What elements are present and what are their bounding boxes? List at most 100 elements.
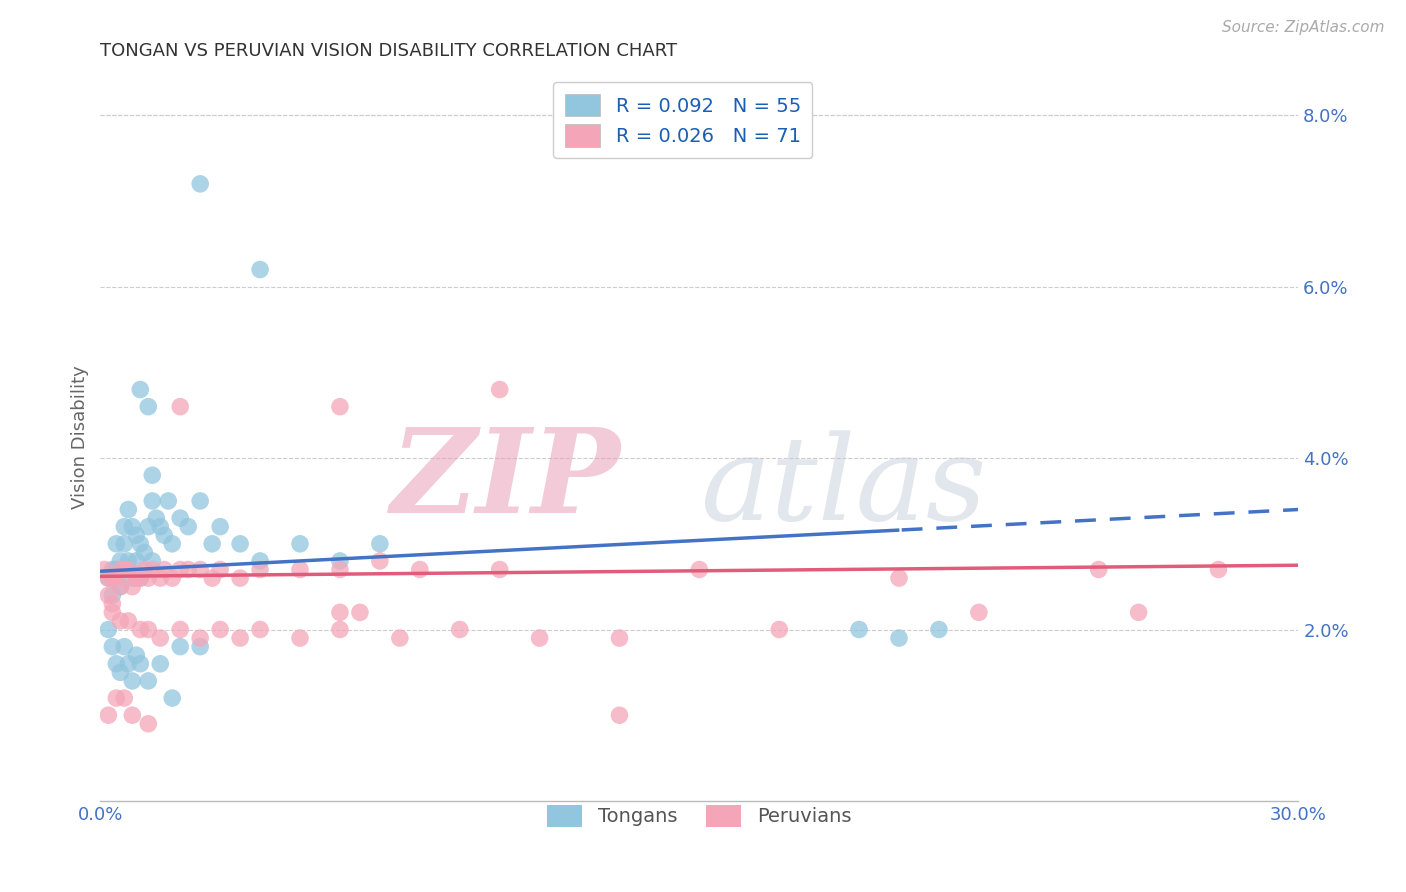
Point <box>97 571 120 585</box>
Point <box>136 716 159 731</box>
Point <box>887 631 910 645</box>
Point <box>105 537 128 551</box>
Point <box>169 511 191 525</box>
Point <box>110 562 132 576</box>
Point <box>177 519 200 533</box>
Point <box>967 606 990 620</box>
Point <box>529 631 551 645</box>
Point <box>129 571 152 585</box>
Point <box>129 657 152 671</box>
Point <box>188 631 211 645</box>
Point <box>160 691 183 706</box>
Point <box>105 657 128 671</box>
Point <box>112 519 135 533</box>
Text: ZIP: ZIP <box>391 423 621 538</box>
Point <box>101 597 124 611</box>
Point <box>97 623 120 637</box>
Point <box>136 519 159 533</box>
Point <box>112 691 135 706</box>
Point <box>125 571 148 585</box>
Point <box>121 571 143 585</box>
Point <box>121 673 143 688</box>
Point <box>112 537 135 551</box>
Point <box>177 562 200 576</box>
Point <box>329 562 352 576</box>
Point <box>129 383 152 397</box>
Point <box>188 640 211 654</box>
Point <box>97 571 120 585</box>
Point <box>110 554 132 568</box>
Point <box>93 562 115 576</box>
Point <box>249 262 271 277</box>
Point <box>169 623 191 637</box>
Point <box>688 562 710 576</box>
Point <box>188 177 211 191</box>
Point <box>329 554 352 568</box>
Point <box>329 400 352 414</box>
Point <box>112 640 135 654</box>
Point <box>169 400 191 414</box>
Point <box>449 623 471 637</box>
Point <box>101 562 124 576</box>
Point <box>249 623 271 637</box>
Point <box>145 511 167 525</box>
Point <box>141 562 163 576</box>
Point <box>141 494 163 508</box>
Point <box>153 562 176 576</box>
Point <box>229 631 252 645</box>
Point <box>97 588 120 602</box>
Point <box>134 562 156 576</box>
Point <box>117 657 139 671</box>
Point <box>125 648 148 663</box>
Point <box>110 665 132 680</box>
Point <box>149 519 172 533</box>
Point <box>609 708 631 723</box>
Point <box>209 562 232 576</box>
Point <box>329 606 352 620</box>
Text: Source: ZipAtlas.com: Source: ZipAtlas.com <box>1222 20 1385 35</box>
Point <box>125 554 148 568</box>
Point <box>136 673 159 688</box>
Point <box>368 554 391 568</box>
Point <box>121 580 143 594</box>
Point <box>768 623 790 637</box>
Point <box>136 571 159 585</box>
Point <box>129 623 152 637</box>
Legend: Tongans, Peruvians: Tongans, Peruvians <box>540 797 859 835</box>
Point <box>368 537 391 551</box>
Point <box>249 562 271 576</box>
Point <box>121 519 143 533</box>
Point <box>157 494 180 508</box>
Point <box>209 623 232 637</box>
Point <box>112 562 135 576</box>
Point <box>160 571 183 585</box>
Point <box>110 580 132 594</box>
Point <box>887 571 910 585</box>
Point <box>101 606 124 620</box>
Text: atlas: atlas <box>700 430 986 545</box>
Point <box>153 528 176 542</box>
Point <box>229 571 252 585</box>
Point <box>105 571 128 585</box>
Point <box>209 519 232 533</box>
Point <box>149 631 172 645</box>
Point <box>229 537 252 551</box>
Point <box>105 691 128 706</box>
Point <box>134 545 156 559</box>
Point <box>136 400 159 414</box>
Point <box>110 580 132 594</box>
Point <box>329 623 352 637</box>
Point <box>125 528 148 542</box>
Point <box>149 571 172 585</box>
Point <box>169 562 191 576</box>
Point <box>169 640 191 654</box>
Point <box>129 571 152 585</box>
Point <box>101 571 124 585</box>
Point <box>1087 562 1109 576</box>
Point <box>1128 606 1150 620</box>
Point <box>488 562 510 576</box>
Point <box>388 631 411 645</box>
Point <box>110 614 132 628</box>
Point <box>928 623 950 637</box>
Point <box>201 537 224 551</box>
